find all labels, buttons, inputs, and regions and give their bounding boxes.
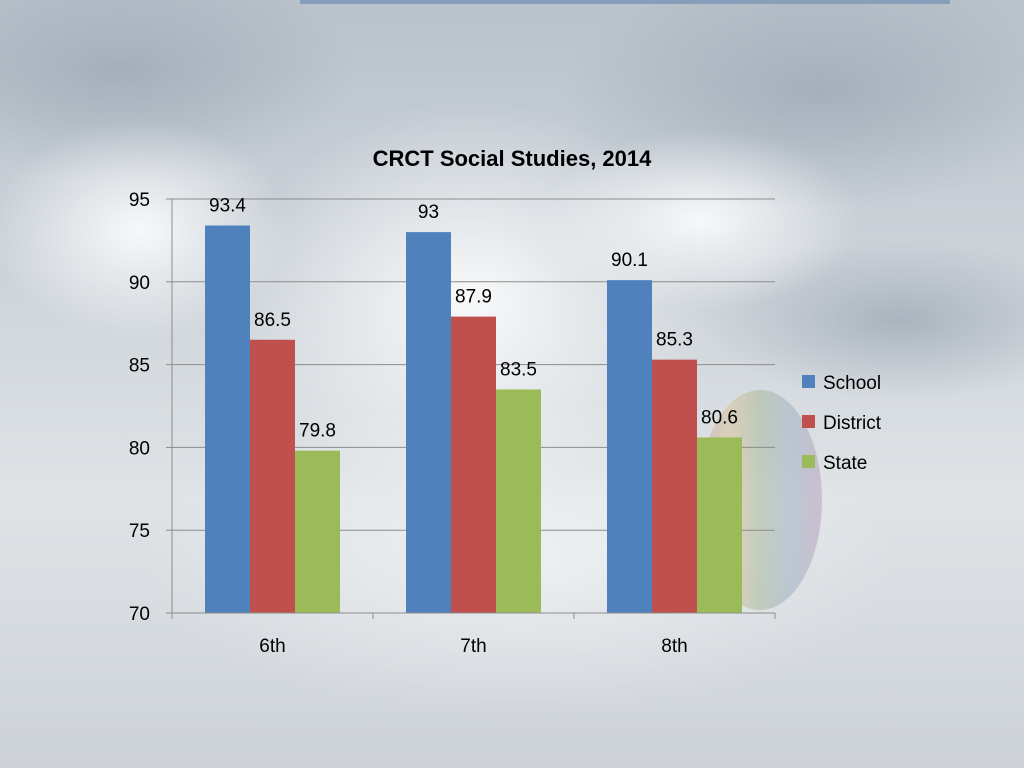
data-label: 79.8 (299, 421, 336, 442)
x-tick-label: 7th (460, 636, 486, 657)
y-tick-label: 70 (129, 604, 150, 625)
data-label: 80.6 (701, 407, 738, 428)
bar-district-7th (451, 316, 496, 613)
legend-swatch-school (802, 375, 815, 388)
legend-swatch-district (802, 415, 815, 428)
x-tick-label: 8th (661, 636, 687, 657)
data-label: 93 (418, 202, 439, 223)
chart-title: CRCT Social Studies, 2014 (373, 146, 653, 171)
bar-school-7th (406, 232, 451, 613)
data-labels: 93.4 86.5 79.8 93 87.9 83.5 90.1 85.3 80.6 (209, 195, 738, 441)
data-label: 85.3 (656, 330, 693, 351)
data-label: 83.5 (500, 359, 537, 380)
legend-swatch-state (802, 455, 815, 468)
legend-label-school: School (823, 373, 881, 394)
data-label: 86.5 (254, 310, 291, 331)
y-tick-label: 90 (129, 273, 150, 294)
bar-state-7th (496, 389, 541, 613)
bar-state-8th (697, 437, 742, 613)
legend: School District State (802, 373, 882, 474)
y-tick-label: 85 (129, 356, 150, 377)
y-tick-label: 80 (129, 438, 150, 459)
bar-school-6th (205, 225, 250, 613)
bar-district-8th (652, 359, 697, 613)
bars (205, 225, 742, 613)
legend-label-state: State (823, 453, 867, 474)
bar-district-6th (250, 339, 295, 613)
axes: 70 75 80 85 90 95 6th 7th 8th (129, 190, 776, 657)
y-tick-label: 75 (129, 521, 150, 542)
data-label: 90.1 (611, 250, 648, 271)
bar-state-6th (295, 450, 340, 613)
data-label: 87.9 (455, 287, 492, 308)
x-tick-label: 6th (259, 636, 285, 657)
data-label: 93.4 (209, 195, 246, 216)
bar-school-8th (607, 280, 652, 613)
legend-label-district: District (823, 413, 882, 434)
y-tick-label: 95 (129, 190, 150, 211)
